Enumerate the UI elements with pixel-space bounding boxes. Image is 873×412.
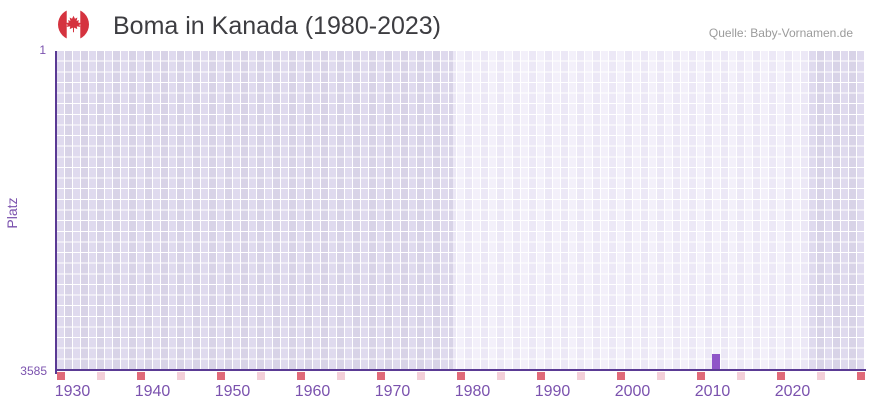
y-axis-title: Platz bbox=[4, 197, 20, 229]
x-minor-tick-1983 bbox=[497, 372, 505, 380]
x-minor-tick-1968 bbox=[377, 372, 385, 380]
x-minor-tick-1973 bbox=[417, 372, 425, 380]
x-tick-label-2020: 2020 bbox=[774, 383, 811, 400]
x-minor-tick-1953 bbox=[257, 372, 265, 380]
x-tick-label-1970: 1970 bbox=[374, 383, 411, 400]
x-minor-tick-1948 bbox=[217, 372, 225, 380]
x-minor-tick-1958 bbox=[297, 372, 305, 380]
x-minor-tick-1938 bbox=[137, 372, 145, 380]
maple-leaf-icon bbox=[65, 15, 82, 33]
x-tick-label-1930: 1930 bbox=[54, 383, 91, 400]
x-axis-line bbox=[55, 369, 866, 371]
x-tick-label-1950: 1950 bbox=[214, 383, 251, 400]
x-minor-tick-1988 bbox=[537, 372, 545, 380]
x-tick-label-2010: 2010 bbox=[694, 383, 731, 400]
no-data-region bbox=[809, 51, 865, 370]
no-data-region bbox=[57, 51, 453, 370]
x-tick-label-1940: 1940 bbox=[134, 383, 171, 400]
x-minor-tick-2008 bbox=[697, 372, 705, 380]
x-tick-label-1980: 1980 bbox=[454, 383, 491, 400]
y-axis-line bbox=[55, 51, 57, 374]
y-axis-tick-best: 1 bbox=[39, 43, 46, 57]
plot-area bbox=[57, 51, 865, 370]
x-minor-tick-2028 bbox=[857, 372, 865, 380]
y-axis-tick-worst: 3585 bbox=[20, 364, 47, 378]
x-tick-label-1990: 1990 bbox=[534, 383, 571, 400]
x-minor-tick-1998 bbox=[617, 372, 625, 380]
x-minor-tick-2013 bbox=[737, 372, 745, 380]
x-minor-tick-2023 bbox=[817, 372, 825, 380]
x-minor-tick-1943 bbox=[177, 372, 185, 380]
canada-flag-icon bbox=[58, 9, 89, 40]
x-minor-tick-2018 bbox=[777, 372, 785, 380]
chart-title: Boma in Kanada (1980-2023) bbox=[113, 12, 442, 40]
source-credit: Quelle: Baby-Vornamen.de bbox=[708, 26, 853, 40]
x-tick-label-2000: 2000 bbox=[614, 383, 651, 400]
x-minor-tick-1993 bbox=[577, 372, 585, 380]
x-minor-tick-1978 bbox=[457, 372, 465, 380]
rank-bar-2010 bbox=[712, 353, 720, 370]
x-minor-tick-1963 bbox=[337, 372, 345, 380]
x-minor-tick-1933 bbox=[97, 372, 105, 380]
x-minor-tick-2003 bbox=[657, 372, 665, 380]
x-minor-tick-1928 bbox=[57, 372, 65, 380]
x-tick-label-1960: 1960 bbox=[294, 383, 331, 400]
